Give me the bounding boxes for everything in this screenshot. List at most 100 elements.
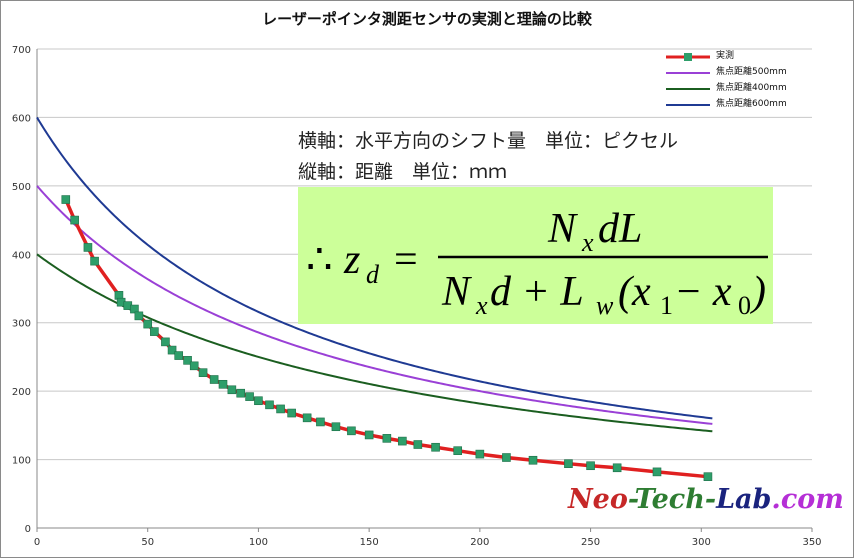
formula-den-l-sub: w: [596, 291, 614, 320]
legend-item-f500: 焦点距離500mm: [664, 66, 844, 82]
measured-point: [413, 440, 423, 449]
chart-legend: 実測 焦点距離500mm 焦点距離400mm 焦点距離600mm: [664, 50, 844, 114]
formula-lhs: z: [343, 237, 360, 283]
chart-title: レーザーポインタ測距センサの実測と理論の比較: [262, 10, 592, 28]
measured-point: [703, 472, 713, 481]
formula-den-x1-sub: 1: [660, 291, 673, 320]
watermark-part-3: Lab: [716, 484, 772, 515]
measured-point: [90, 256, 99, 266]
measured-point: [347, 426, 356, 436]
legend-item-f600: 焦点距離600mm: [664, 98, 844, 114]
theory-curve-600: [36, 116, 713, 420]
site-watermark: Neo-Tech-Lab.com: [568, 484, 844, 515]
measured-point: [236, 388, 246, 398]
measured-point: [218, 379, 228, 389]
x-tick-label: 350: [802, 537, 821, 548]
measured-point: [83, 243, 93, 252]
legend-label-measured: 実測: [716, 51, 735, 61]
measured-point: [189, 361, 199, 371]
measured-point: [612, 463, 622, 473]
measured-point: [287, 408, 296, 418]
formula-den-n: N: [441, 269, 472, 315]
measured-point: [198, 368, 208, 377]
measured-point: [150, 327, 159, 336]
measured-point: [70, 215, 79, 225]
measured-point: [502, 453, 511, 462]
measured-point: [528, 455, 538, 465]
legend-swatch-measured: [666, 53, 710, 61]
x-tick-label: 250: [581, 537, 600, 548]
y-tick-label: 400: [12, 250, 31, 261]
theory-curve-400: [36, 253, 713, 433]
formula-den-close: ): [750, 269, 766, 315]
measured-point: [398, 436, 407, 446]
x-tick-label: 100: [249, 537, 268, 548]
measured-point: [586, 461, 595, 471]
axis-note-vertical: 縦軸：距離 単位：ｍｍ: [298, 161, 508, 183]
measured-point: [183, 356, 192, 365]
y-tick-label: 100: [12, 456, 31, 467]
theory-curves: [36, 116, 713, 433]
x-tick-label: 50: [141, 537, 154, 548]
theory-curve-500: [36, 185, 713, 425]
y-tick-label: 300: [12, 319, 31, 330]
formula-den-minus: − x: [674, 269, 732, 315]
watermark-part-2: -Tech-: [627, 484, 717, 515]
legend-swatch-f400: [666, 88, 710, 90]
axes: [36, 49, 813, 532]
measured-point: [209, 375, 219, 384]
measured-point: [276, 404, 285, 414]
x-tick-label: 150: [360, 537, 379, 548]
measured-point: [382, 434, 392, 443]
measured-series: [61, 195, 713, 481]
legend-item-f400: 焦点距離400mm: [664, 82, 844, 98]
measured-point: [302, 413, 312, 423]
measured-point: [134, 311, 144, 321]
y-tick-label: 200: [12, 387, 31, 398]
formula-therefore: ∴: [306, 237, 333, 283]
measured-point: [161, 337, 170, 347]
formula-den-n-sub: x: [475, 291, 488, 320]
measured-point: [174, 351, 184, 360]
measured-point: [245, 392, 254, 401]
tick-labels: 0 100 200 300 400 500 600 700 0 50 100 150 200 250 300…: [12, 45, 822, 548]
measured-point: [265, 400, 274, 410]
measured-point: [167, 345, 177, 355]
measured-point: [227, 385, 237, 395]
measured-point: [475, 449, 485, 459]
measured-point: [453, 446, 463, 455]
measured-point: [564, 459, 573, 468]
formula-den-d-plus: d + L: [490, 269, 584, 315]
measured-point: [130, 304, 139, 314]
measured-point: [364, 430, 374, 440]
y-tick-label: 500: [12, 182, 31, 193]
measured-point: [652, 467, 662, 477]
legend-label-f600: 焦点距離600mm: [716, 99, 787, 109]
measured-point: [331, 422, 341, 432]
formula-equals: =: [394, 237, 418, 283]
formula-box: ∴ z d = N x dL N x d + L w (x 1 − x 0 ): [298, 187, 773, 324]
legend-item-measured: 実測: [664, 50, 844, 66]
measured-point: [61, 195, 71, 204]
formula-numerator-sub: x: [581, 228, 594, 257]
measured-point: [143, 319, 153, 329]
legend-swatch-f500: [666, 72, 710, 74]
legend-label-f500: 焦点距離500mm: [716, 67, 787, 77]
formula-den-paren: (x: [618, 269, 651, 315]
formula-lhs-sub: d: [366, 260, 380, 289]
y-tick-label: 700: [12, 45, 31, 56]
formula: ∴ z d = N x dL N x d + L w (x 1 − x 0 ): [306, 206, 768, 320]
axis-note-horizontal: 横軸：水平方向のシフト量 単位：ピクセル: [298, 130, 679, 152]
y-tick-label: 0: [25, 524, 31, 535]
watermark-part-1: Neo: [568, 484, 628, 515]
legend-swatch-f600: [666, 104, 710, 106]
formula-numerator-n: N: [547, 206, 578, 252]
measured-point: [431, 442, 440, 452]
formula-numerator-rest: dL: [598, 206, 642, 252]
x-tick-label: 300: [692, 537, 711, 548]
measured-point: [316, 417, 325, 427]
measured-point: [254, 396, 263, 406]
formula-den-x0-sub: 0: [738, 291, 751, 320]
watermark-part-4: .com: [771, 484, 844, 515]
